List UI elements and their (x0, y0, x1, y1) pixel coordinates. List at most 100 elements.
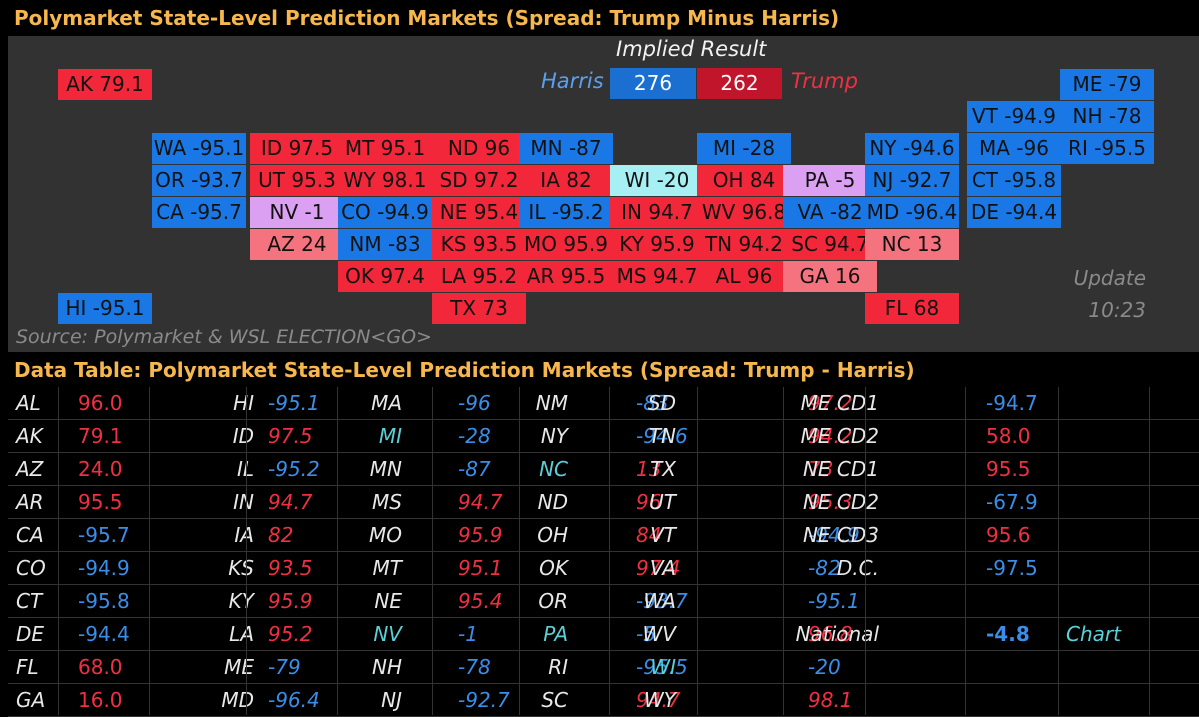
state-tile-ny[interactable]: NY -94.6 (865, 133, 959, 164)
table-state-label: National (795, 622, 879, 646)
table-grid-line (697, 387, 698, 715)
table-value: -83 (636, 391, 669, 415)
state-tile-ct[interactable]: CT -95.8 (967, 165, 1061, 196)
state-tile-tn[interactable]: TN 94.2 (697, 229, 791, 260)
table-state-label: AL (16, 391, 41, 415)
state-tile-ok[interactable]: OK 97.4 (338, 261, 432, 292)
table-state-label: NH (372, 655, 402, 679)
state-tile-la[interactable]: LA 95.2 (432, 261, 526, 292)
state-tile-az[interactable]: AZ 24 (250, 229, 344, 260)
table-state-label: ME (224, 655, 254, 679)
table-grid-line (865, 387, 866, 715)
table-value: 95.3 (808, 490, 853, 514)
table-state-label: NE CD2 (802, 490, 879, 514)
state-tile-ks[interactable]: KS 93.5 (432, 229, 526, 260)
table-grid-line (519, 387, 520, 715)
state-tile-tx[interactable]: TX 73 (432, 293, 526, 324)
table-value: 24.0 (78, 457, 123, 481)
state-tile-co[interactable]: CO -94.9 (338, 197, 432, 228)
table-state-label: NE (374, 589, 402, 613)
state-tile-nm[interactable]: NM -83 (338, 229, 432, 260)
state-tile-sd[interactable]: SD 97.2 (432, 165, 526, 196)
chart-link[interactable]: Chart (1066, 622, 1121, 646)
table-state-label: D.C. (836, 556, 879, 580)
state-tile-hi[interactable]: HI -95.1 (58, 293, 152, 324)
table-value: -95.8 (78, 589, 130, 613)
table-grid-line (965, 387, 966, 715)
table-row: CO -94.9 KS 93.5 MT 95.1 OK 97.4 VA -82 D.C. -97.5 (8, 552, 1199, 585)
table-value: -87 (458, 457, 491, 481)
state-tile-mo[interactable]: MO 95.9 (519, 229, 613, 260)
table-state-label: VT (650, 523, 676, 547)
table-state-label: TX (650, 457, 676, 481)
table-state-label: MT (372, 556, 402, 580)
table-state-label: NM (535, 391, 568, 415)
table-value: 95.1 (458, 556, 503, 580)
table-value: 95.9 (268, 589, 313, 613)
state-tile-al[interactable]: AL 96 (697, 261, 791, 292)
table-value: 95.2 (268, 622, 313, 646)
state-tile-me[interactable]: ME -79 (1060, 69, 1154, 100)
table-row: AR 95.5 IN 94.7 MS 94.7 ND 96 UT 95.3 NE CD2 -67.9 (8, 486, 1199, 519)
table-row: FL 68.0 ME -79 NH -78 RI -95.5 WI -20 (8, 651, 1199, 684)
table-state-label: NY (540, 424, 568, 448)
state-tile-or[interactable]: OR -93.7 (152, 165, 246, 196)
state-tile-ne[interactable]: NE 95.4 (432, 197, 526, 228)
table-value: 16.0 (78, 688, 123, 712)
state-tile-mt[interactable]: MT 95.1 (338, 133, 432, 164)
state-tile-vt[interactable]: VT -94.9 (967, 101, 1061, 132)
state-tile-ms[interactable]: MS 94.7 (610, 261, 704, 292)
state-tile-il[interactable]: IL -95.2 (519, 197, 613, 228)
table-state-label: ID (232, 424, 254, 448)
state-tile-wy[interactable]: WY 98.1 (338, 165, 432, 196)
state-tile-ma[interactable]: MA -96 (967, 133, 1061, 164)
state-tile-ri[interactable]: RI -95.5 (1060, 133, 1154, 164)
state-tile-nj[interactable]: NJ -92.7 (865, 165, 959, 196)
table-value: -1 (458, 622, 478, 646)
state-tile-wv[interactable]: WV 96.8 (697, 197, 791, 228)
state-tile-in[interactable]: IN 94.7 (610, 197, 704, 228)
state-tile-ca[interactable]: CA -95.7 (152, 197, 246, 228)
data-table: AL 96.0 HI -95.1 MA -96 NM -83 SD 97.2 ME CD1 -94.7… (8, 387, 1199, 717)
data-table-title: Data Table: Polymarket State-Level Predi… (0, 354, 1199, 386)
state-tile-ut[interactable]: UT 95.3 (250, 165, 344, 196)
state-tile-mi[interactable]: MI -28 (697, 133, 791, 164)
update-value: 10:23 (1088, 298, 1146, 322)
table-state-label: SD (647, 391, 676, 415)
state-tile-nv[interactable]: NV -1 (250, 197, 344, 228)
table-state-label: DE (16, 622, 45, 646)
state-tile-nd[interactable]: ND 96 (432, 133, 526, 164)
state-tile-wa[interactable]: WA -95.1 (152, 133, 246, 164)
table-state-label: HI (233, 391, 254, 415)
table-state-label: MA (371, 391, 402, 415)
state-tile-pa[interactable]: PA -5 (783, 165, 877, 196)
table-state-label: CA (16, 523, 44, 547)
table-value: 95.4 (458, 589, 503, 613)
state-tile-ar[interactable]: AR 95.5 (519, 261, 613, 292)
table-value: -96.4 (268, 688, 320, 712)
table-grid-line (609, 387, 610, 715)
table-state-label: MO (369, 523, 402, 547)
state-tile-id[interactable]: ID 97.5 (250, 133, 344, 164)
state-tile-sc[interactable]: SC 94.7 (783, 229, 877, 260)
state-tile-de[interactable]: DE -94.4 (967, 197, 1061, 228)
state-tile-nc[interactable]: NC 13 (865, 229, 959, 260)
state-tile-wi[interactable]: WI -20 (610, 165, 704, 196)
state-tile-va[interactable]: VA -82 (783, 197, 877, 228)
state-tile-ky[interactable]: KY 95.9 (610, 229, 704, 260)
state-tile-ga[interactable]: GA 16 (783, 261, 877, 292)
state-tile-md[interactable]: MD -96.4 (865, 197, 959, 228)
table-state-label: NJ (381, 688, 402, 712)
state-tile-mn[interactable]: MN -87 (519, 133, 613, 164)
table-value: -79 (268, 655, 301, 679)
state-tile-ak[interactable]: AK 79.1 (58, 69, 152, 100)
table-state-label: TN (648, 424, 676, 448)
state-tile-oh[interactable]: OH 84 (697, 165, 791, 196)
state-tile-nh[interactable]: NH -78 (1060, 101, 1154, 132)
state-tile-ia[interactable]: IA 82 (519, 165, 613, 196)
table-value: 96.0 (78, 391, 123, 415)
table-value: 95.6 (986, 523, 1031, 547)
state-tile-fl[interactable]: FL 68 (865, 293, 959, 324)
table-value: 13 (636, 457, 662, 481)
